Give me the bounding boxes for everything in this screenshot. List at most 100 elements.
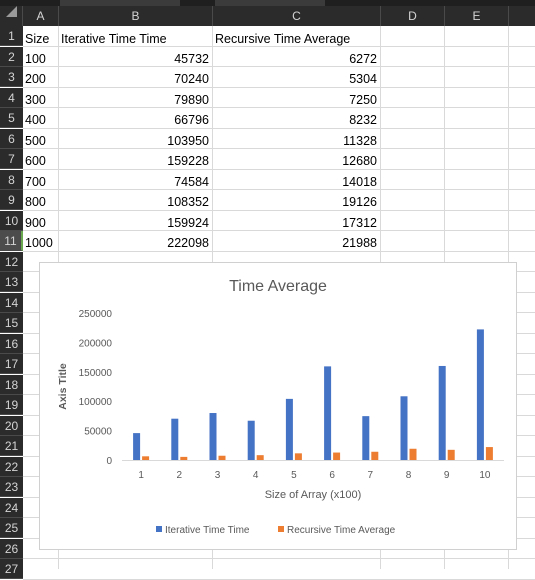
row-gridline	[23, 86, 535, 88]
legend-swatch-iterative	[156, 526, 162, 532]
x-tick-label: 5	[291, 470, 297, 481]
cell-recursive-time[interactable]: 11328	[343, 133, 377, 148]
cell-iterative-time[interactable]: 159924	[167, 215, 209, 230]
row-header-13[interactable]: 13	[0, 272, 23, 292]
row-header-3[interactable]: 3	[0, 67, 23, 87]
cell-recursive-time[interactable]: 19126	[342, 195, 377, 209]
column-header-a[interactable]: A	[23, 6, 59, 26]
row-header-19[interactable]: 19	[0, 395, 23, 415]
bar-chart: Time Average 0 50000 100000 150000 200000 2500…	[57, 278, 504, 536]
row-header-6[interactable]: 6	[0, 128, 23, 149]
x-tick-label: 3	[215, 470, 221, 481]
legend-label-recursive: Recursive Time Average	[287, 525, 396, 536]
cell-iterative-time[interactable]: 45732	[174, 51, 209, 66]
bar-recursive	[333, 452, 341, 460]
y-tick-label: 250000	[79, 309, 113, 320]
cell-size[interactable]: 600	[25, 154, 46, 168]
row-header-24[interactable]: 24	[0, 497, 23, 518]
row-header-26[interactable]: 26	[0, 538, 23, 559]
header-cell-recursive[interactable]: Recursive Time Average	[215, 32, 351, 46]
bar-iterative	[362, 416, 370, 460]
row-gridline	[23, 148, 535, 149]
bar-recursive	[485, 447, 493, 460]
bar-iterative	[247, 420, 255, 460]
legend-swatch-recursive	[278, 526, 284, 532]
column-header-c[interactable]: C	[213, 6, 381, 26]
x-axis-title: Size of Array (x100)	[265, 489, 362, 501]
y-tick-label: 100000	[79, 397, 113, 408]
row-header-8[interactable]: 8	[0, 169, 23, 190]
cell-recursive-time[interactable]: 17312	[342, 215, 377, 230]
row-header-14[interactable]: 14	[0, 292, 23, 313]
row-header-9[interactable]: 9	[0, 190, 23, 210]
row-gridline	[23, 189, 535, 190]
select-all-corner[interactable]	[0, 6, 23, 26]
row-header-11[interactable]: 11	[0, 231, 23, 251]
cell-recursive-time[interactable]: 6272	[349, 51, 377, 66]
column-header-b[interactable]: B	[59, 6, 213, 26]
y-tick-label: 0	[106, 456, 112, 467]
row-header-10[interactable]: 10	[0, 210, 23, 231]
cell-recursive-time[interactable]: 8232	[349, 113, 377, 127]
row-header-20[interactable]: 20	[0, 415, 23, 436]
row-header-15[interactable]: 15	[0, 313, 23, 333]
row-header-1[interactable]: 1	[0, 26, 23, 46]
cell-iterative-time[interactable]: 79890	[174, 92, 209, 107]
y-tick-label: 200000	[79, 338, 113, 349]
row-header-7[interactable]: 7	[0, 149, 23, 169]
row-header-2[interactable]: 2	[0, 46, 23, 67]
row-header-12[interactable]: 12	[0, 251, 23, 272]
cell-recursive-time[interactable]: 14018	[342, 174, 377, 189]
y-tick-label: 150000	[79, 368, 113, 379]
cell-size[interactable]: 200	[25, 72, 46, 86]
bar-recursive	[180, 456, 188, 460]
x-tick-label: 8	[406, 470, 412, 481]
column-header-f[interactable]	[509, 6, 535, 26]
cell-size[interactable]: 100	[25, 51, 46, 66]
row-header-5[interactable]: 5	[0, 108, 23, 128]
row-gridline	[23, 209, 535, 211]
select-all-triangle-icon	[6, 6, 17, 17]
header-cell-size[interactable]: Size	[25, 32, 50, 46]
column-header-e[interactable]: E	[445, 6, 509, 26]
cell-size[interactable]: 500	[25, 133, 46, 148]
cell-recursive-time[interactable]: 7250	[349, 92, 377, 107]
x-tick-label: 1	[138, 470, 144, 481]
row-header-27[interactable]: 27	[0, 559, 23, 579]
row-header-23[interactable]: 23	[0, 477, 23, 497]
cell-recursive-time[interactable]: 21988	[342, 236, 377, 250]
toolbar-segment	[60, 0, 180, 6]
cell-recursive-time[interactable]: 12680	[342, 154, 377, 168]
cell-size[interactable]: 1000	[25, 236, 53, 250]
cell-iterative-time[interactable]: 159228	[167, 154, 209, 168]
column-header-d[interactable]: D	[381, 6, 445, 26]
cell-size[interactable]: 800	[25, 195, 46, 209]
header-cell-iterative[interactable]: Iterative Time Time	[61, 32, 167, 46]
cell-iterative-time[interactable]: 66796	[174, 113, 209, 127]
bar-iterative	[133, 433, 141, 460]
x-tick-label: 10	[479, 470, 491, 481]
row-header-16[interactable]: 16	[0, 333, 23, 354]
cell-iterative-time[interactable]: 108352	[167, 195, 209, 209]
cell-size[interactable]: 900	[25, 215, 46, 230]
row-header-22[interactable]: 22	[0, 456, 23, 477]
cell-size[interactable]: 300	[25, 92, 46, 107]
row-gridline	[23, 45, 535, 47]
column-header-bar: A B C D E	[0, 6, 535, 26]
cell-iterative-time[interactable]: 103950	[167, 133, 209, 148]
cell-size[interactable]: 400	[25, 113, 46, 127]
chart-container[interactable]: Time Average 0 50000 100000 150000 200000 2500…	[39, 262, 517, 550]
row-header-4[interactable]: 4	[0, 87, 23, 108]
cell-size[interactable]: 700	[25, 174, 46, 189]
bar-recursive	[218, 455, 226, 460]
x-tick-label: 7	[368, 470, 374, 481]
cell-recursive-time[interactable]: 5304	[349, 72, 377, 86]
row-gridline	[23, 230, 535, 231]
cell-iterative-time[interactable]: 222098	[167, 236, 209, 250]
row-header-21[interactable]: 21	[0, 436, 23, 456]
cell-iterative-time[interactable]: 70240	[174, 72, 209, 86]
row-header-17[interactable]: 17	[0, 354, 23, 374]
row-header-25[interactable]: 25	[0, 518, 23, 538]
row-header-18[interactable]: 18	[0, 374, 23, 395]
cell-iterative-time[interactable]: 74584	[174, 174, 209, 189]
